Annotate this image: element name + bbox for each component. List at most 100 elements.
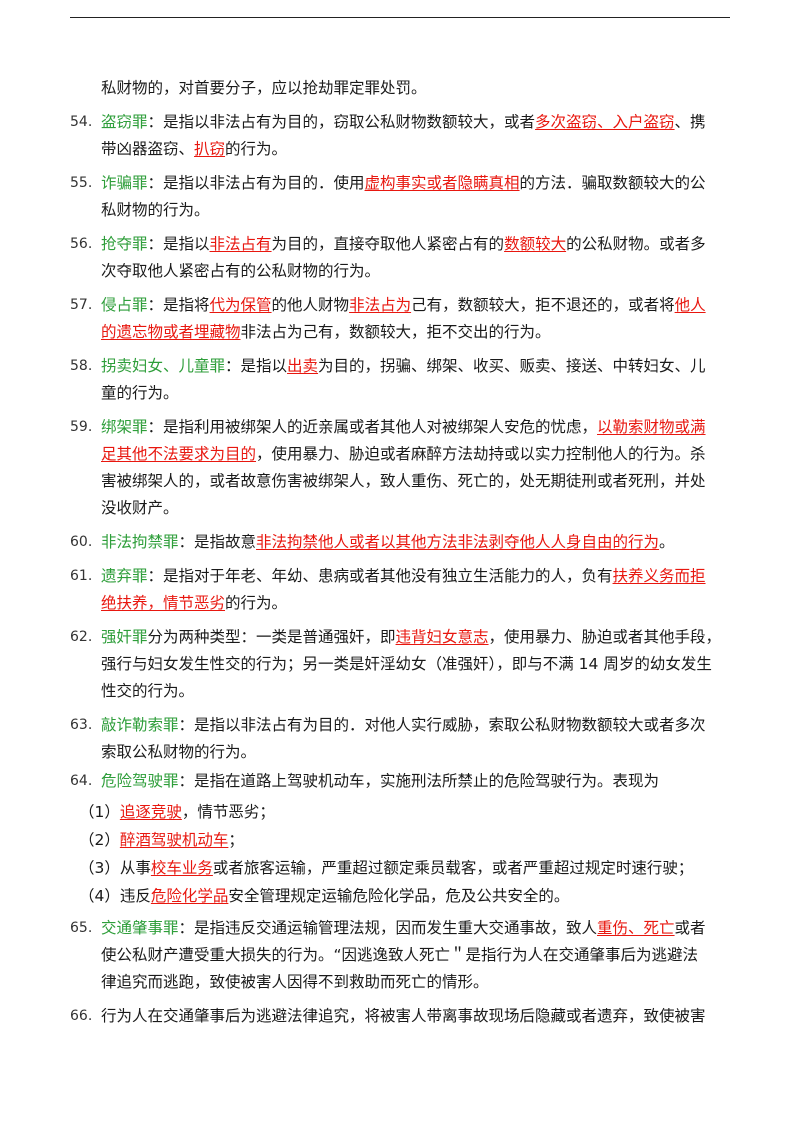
- body-text: 害被绑架人的，或者故意伤害被绑架人，致人重伤、死亡的，处无期徒刑或者死刑，并处: [101, 472, 706, 490]
- text-line: 害被绑架人的，或者故意伤害被绑架人，致人重伤、死亡的，处无期徒刑或者死刑，并处: [101, 470, 706, 492]
- key-phrase: 多次盗窃、入户盗窃: [535, 113, 675, 131]
- body-text: ：是指违反交通运输管理法规，因而发生重大交通事故，致人: [178, 919, 598, 937]
- body-text: ：是指以非法占有为目的．使用: [147, 174, 365, 192]
- body-text: 次夺取他人紧密占有的公私财物的行为。: [101, 262, 381, 280]
- item-number: 64.: [70, 773, 93, 789]
- key-phrase: 虚构事实或者隐瞒真相: [364, 174, 520, 192]
- crime-term: 强奸罪: [101, 628, 148, 646]
- text-line: 没收财产。: [101, 497, 179, 519]
- crime-term: 遗弃罪: [101, 567, 148, 585]
- item-number: 65.: [70, 920, 93, 936]
- text-line: 非法拘禁罪：是指故意非法拘禁他人或者以其他方法非法剥夺他人人身自由的行为。: [101, 531, 675, 553]
- text-line: （1）追逐竞驶，情节恶劣；: [79, 801, 275, 823]
- body-text: 索取公私财物的行为。: [101, 743, 257, 761]
- body-text: （3）从事: [79, 859, 151, 877]
- key-phrase: 他人: [674, 296, 706, 314]
- key-phrase: 绝扶养，情节恶劣: [101, 594, 226, 612]
- item-number: 59.: [70, 419, 93, 435]
- body-text: （4）违反: [79, 887, 151, 905]
- crime-term: 交通肇事罪: [101, 919, 179, 937]
- item-number: 54.: [70, 114, 93, 130]
- body-text: 或者: [674, 919, 706, 937]
- text-line: 敲诈勒索罪：是指以非法占有为目的．对他人实行威胁，索取公私财物数额较大或者多次: [101, 714, 706, 736]
- crime-term: 敲诈勒索罪: [101, 716, 179, 734]
- key-phrase: 出卖: [287, 357, 319, 375]
- text-line: 盗窃罪：是指以非法占有为目的，窃取公私财物数额较大，或者多次盗窃、入户盗窃、携: [101, 111, 706, 133]
- body-text: 。: [659, 533, 675, 551]
- text-line: （4）违反危险化学品安全管理规定运输危险化学品，危及公共安全的。: [79, 885, 569, 907]
- body-text: 分为两种类型：一类是普通强奸，即: [147, 628, 396, 646]
- item-number: 57.: [70, 297, 93, 313]
- body-text: 、携: [674, 113, 706, 131]
- body-text: ：是指故意: [178, 533, 257, 551]
- item-number: 60.: [70, 534, 93, 550]
- item-number: 62.: [70, 629, 93, 645]
- crime-term: 危险驾驶罪: [101, 772, 179, 790]
- body-text: 带凶器盗窃、: [101, 140, 195, 158]
- body-text: 私财物的，对首要分子，应以抢劫罪定罪处罚。: [101, 79, 427, 97]
- body-text: 没收财产。: [101, 499, 179, 517]
- body-text: 律追究而逃跑，致使被害人因得不到救助而死亡的情形。: [101, 973, 489, 991]
- text-line: 绝扶养，情节恶劣的行为。: [101, 592, 287, 614]
- key-phrase: 重伤、死亡: [597, 919, 675, 937]
- text-line: 诈骗罪：是指以非法占有为目的．使用虚构事实或者隐瞒真相的方法．骗取数额较大的公: [101, 172, 706, 194]
- body-text: 强行与妇女发生性交的行为；另一类是奸淫幼女（准强奸），即与不满 14 周岁的幼女…: [101, 655, 712, 673]
- key-phrase: 违背妇女意志: [395, 628, 489, 646]
- body-text: 为目的，拐骗、绑架、收买、贩卖、接送、中转妇女、儿: [318, 357, 706, 375]
- body-text: ：是指以: [225, 357, 288, 375]
- crime-term: 盗窃罪: [101, 113, 148, 131]
- body-text: ：是指以非法占有为目的，窃取公私财物数额较大，或者: [147, 113, 536, 131]
- text-line: 绑架罪：是指利用被绑架人的近亲属或者其他人对被绑架人安危的忧虑，以勒索财物或满: [101, 416, 706, 438]
- key-phrase: 非法占为: [349, 296, 412, 314]
- item-number: 58.: [70, 358, 93, 374]
- key-phrase: 扒窃: [194, 140, 226, 158]
- body-text: ：是指对于年老、年幼、患病或者其他没有独立生活能力的人，负有: [147, 567, 613, 585]
- key-phrase: 以勒索财物或满: [597, 418, 706, 436]
- crime-term: 非法拘禁罪: [101, 533, 179, 551]
- text-line: 遗弃罪：是指对于年老、年幼、患病或者其他没有独立生活能力的人，负有扶养义务而拒: [101, 565, 706, 587]
- text-line: 拐卖妇女、儿童罪：是指以出卖为目的，拐骗、绑架、收买、贩卖、接送、中转妇女、儿: [101, 355, 706, 377]
- body-text: 的行为。: [225, 594, 288, 612]
- body-text: 或者旅客运输，严重超过额定乘员载客，或者严重超过规定时速行驶；: [212, 859, 694, 877]
- body-text: （1）: [79, 803, 120, 821]
- crime-term: 侵占罪: [101, 296, 148, 314]
- body-text: ：是指以: [147, 235, 210, 253]
- body-text: ：是指将: [147, 296, 210, 314]
- text-line: 侵占罪：是指将代为保管的他人财物非法占为己有，数额较大，拒不退还的，或者将他人: [101, 294, 706, 316]
- body-text: ，使用暴力、胁迫或者麻醉方法劫持或以实力控制他人的行为。杀: [256, 445, 706, 463]
- body-text: 的公私财物。或者多: [566, 235, 706, 253]
- text-line: （2）醉酒驾驶机动车；: [79, 829, 244, 851]
- body-text: 非法占为己有，数额较大，拒不交出的行为。: [240, 323, 551, 341]
- body-text: 的他人财物: [271, 296, 350, 314]
- text-line: 索取公私财物的行为。: [101, 741, 256, 763]
- body-text: ，使用暴力、胁迫或者其他手段，: [488, 628, 722, 646]
- text-line: 律追究而逃跑，致使被害人因得不到救助而死亡的情形。: [101, 971, 489, 993]
- key-phrase: 醉酒驾驶机动车: [119, 831, 229, 849]
- text-line: 私财物的，对首要分子，应以抢劫罪定罪处罚。: [101, 77, 427, 99]
- key-phrase: 非法占有: [209, 235, 272, 253]
- body-text: （2）: [79, 831, 120, 849]
- body-text: 己有，数额较大，拒不退还的，或者将: [411, 296, 675, 314]
- text-line: 性交的行为。: [101, 680, 194, 702]
- header-rule: [70, 17, 730, 18]
- body-text: ：是指以非法占有为目的．对他人实行威胁，索取公私财物数额较大或者多次: [178, 716, 706, 734]
- body-text: ，情节恶劣；: [181, 803, 275, 821]
- text-line: 童的行为。: [101, 382, 179, 404]
- text-line: 行为人在交通肇事后为逃避法律追究，将被害人带离事故现场后隐藏或者遗弃，致使被害: [101, 1005, 706, 1027]
- text-line: 使公私财产遭受重大损失的行为。“因逃逸致人死亡＂是指行为人在交通肇事后为逃避法: [101, 944, 698, 966]
- body-text: ；: [228, 831, 244, 849]
- body-text: 私财物的行为。: [101, 201, 210, 219]
- crime-term: 绑架罪: [101, 418, 148, 436]
- text-line: 抢夺罪：是指以非法占有为目的，直接夺取他人紧密占有的数额较大的公私财物。或者多: [101, 233, 706, 255]
- text-line: 交通肇事罪：是指违反交通运输管理法规，因而发生重大交通事故，致人重伤、死亡或者: [101, 917, 706, 939]
- text-line: （3）从事校车业务或者旅客运输，严重超过额定乘员载客，或者严重超过规定时速行驶；: [79, 857, 693, 879]
- body-text: 使公私财产遭受重大损失的行为。“因逃逸致人死亡＂是指行为人在交通肇事后为逃避法: [101, 946, 699, 964]
- key-phrase: 代为保管: [209, 296, 272, 314]
- body-text: 行为人在交通肇事后为逃避法律追究，将被害人带离事故现场后隐藏或者遗弃，致使被害: [101, 1007, 706, 1025]
- text-line: 强奸罪分为两种类型：一类是普通强奸，即违背妇女意志，使用暴力、胁迫或者其他手段，: [101, 626, 721, 648]
- item-number: 56.: [70, 236, 93, 252]
- body-text: 童的行为。: [101, 384, 179, 402]
- text-line: 的遗忘物或者埋藏物非法占为己有，数额较大，拒不交出的行为。: [101, 321, 551, 343]
- crime-term: 诈骗罪: [101, 174, 148, 192]
- item-number: 55.: [70, 175, 93, 191]
